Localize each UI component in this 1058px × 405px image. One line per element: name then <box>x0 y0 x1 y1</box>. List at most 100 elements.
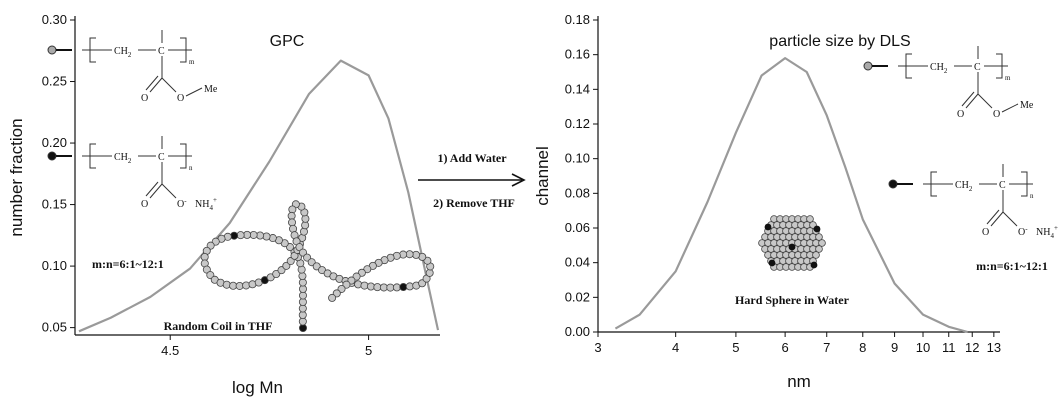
x-tick-label: 12 <box>965 340 979 355</box>
chem-superscript: - <box>184 197 187 205</box>
data-line <box>78 59 440 333</box>
chem-subscript: 2 <box>128 51 132 59</box>
y-tick-label: 0.16 <box>565 47 590 62</box>
x-tick-label: 4.5 <box>161 343 179 358</box>
chem-subscript: 2 <box>944 67 948 75</box>
coil-bead <box>328 293 337 302</box>
coil-bead <box>360 281 369 290</box>
bond <box>185 87 203 97</box>
repeat-index: n <box>189 164 193 172</box>
data-line <box>614 57 968 334</box>
process-arrow-head <box>511 173 526 187</box>
sphere-end <box>764 223 772 231</box>
y-tick-label: 0.00 <box>565 324 590 339</box>
y-tick-label: 0.15 <box>42 197 67 212</box>
process-step: 1) Add Water <box>437 151 507 165</box>
y-tick-label: 0.20 <box>42 135 67 150</box>
y-tick-label: 0.12 <box>565 116 590 131</box>
y-tick-label: 0.02 <box>565 289 590 304</box>
y-tick-label: 0.05 <box>42 320 67 335</box>
chem-atom: O <box>982 227 989 238</box>
ratio-label: m:n=6:1~12:1 <box>976 259 1048 273</box>
chem-subscript: 2 <box>128 157 132 165</box>
y-tick-label: 0.10 <box>565 151 590 166</box>
y-axis-title: channel <box>533 146 552 206</box>
coil-bead <box>354 280 363 289</box>
chem-end: Me <box>204 84 218 95</box>
sphere-bead <box>806 215 814 223</box>
chemical-structure: CH2 Cm O O Me <box>47 30 218 104</box>
coil-bead <box>357 268 366 277</box>
bond <box>961 91 975 107</box>
coil-bead <box>262 232 271 241</box>
bond <box>977 93 993 109</box>
x-axis-title: nm <box>787 372 811 391</box>
chemical-structure: CH2 CnO O- NH4+ <box>888 164 1058 240</box>
legend-marker <box>47 45 57 55</box>
chem-end: NH4+ <box>195 196 217 212</box>
coil-bead <box>299 227 308 236</box>
y-tick-label: 0.08 <box>565 185 590 200</box>
chem-text: NH <box>195 199 209 210</box>
chem-text: CH <box>114 152 128 163</box>
chem-atom: O <box>141 199 148 210</box>
chem-group: CH2 <box>930 62 948 75</box>
sphere-bead <box>818 239 826 247</box>
chem-group: CH2 <box>955 180 973 193</box>
bond <box>990 211 1004 227</box>
coil-bead <box>295 243 304 252</box>
legend-marker <box>863 61 873 71</box>
x-tick-label: 5 <box>365 343 372 358</box>
chem-atom: C <box>158 152 165 163</box>
bond <box>149 183 163 199</box>
x-tick-label: 5 <box>732 340 739 355</box>
morphology-label: Hard Sphere in Water <box>735 293 850 307</box>
coil-bead <box>242 281 251 290</box>
chem-text: NH <box>1036 227 1050 238</box>
chemical-structure: CH2 Cm O O Me <box>863 46 1034 120</box>
chem-end: Me <box>1020 100 1034 111</box>
coil-bead <box>297 265 306 274</box>
legend-marker <box>47 151 57 161</box>
chem-text: O <box>993 109 1000 120</box>
sphere-bead <box>815 233 823 241</box>
coil-bead <box>312 262 321 271</box>
chem-text: O <box>177 93 184 104</box>
y-tick-label: 0.25 <box>42 74 67 89</box>
ratio-label: m:n=6:1~12:1 <box>92 257 164 271</box>
chem-subscript: 4 <box>1050 232 1054 240</box>
sphere-bead <box>815 245 823 253</box>
chem-atom: O <box>993 109 1000 120</box>
x-tick-label: 10 <box>916 340 930 355</box>
bond <box>145 75 159 91</box>
sphere-end <box>768 259 776 267</box>
chem-text: O <box>1018 227 1025 238</box>
chem-subscript: 4 <box>209 204 213 212</box>
chart-title: GPC <box>270 33 305 50</box>
x-tick-label: 7 <box>823 340 830 355</box>
repeat-index: n <box>1030 192 1034 200</box>
x-tick-label: 3 <box>594 340 601 355</box>
process-step: 2) Remove THF <box>433 196 515 210</box>
chem-atom: C <box>999 180 1006 191</box>
chem-group: CH2 <box>114 152 132 165</box>
sphere-end <box>813 225 821 233</box>
y-tick-label: 0.18 <box>565 12 590 27</box>
chemical-structure: CH2 CnO O- NH4+ <box>47 136 217 212</box>
bond <box>965 93 979 109</box>
chem-subscript: 2 <box>969 185 973 193</box>
sphere-bead <box>812 251 820 259</box>
bond <box>1002 211 1018 227</box>
chem-superscript: - <box>1025 225 1028 233</box>
bond <box>161 77 177 93</box>
x-axis-title: log Mn <box>232 378 283 397</box>
y-tick-label: 0.14 <box>565 81 590 96</box>
bond <box>161 183 177 199</box>
y-tick-label: 0.04 <box>565 255 590 270</box>
chem-end: NH4+ <box>1036 224 1058 240</box>
x-tick-label: 11 <box>942 340 956 355</box>
chem-atom: O <box>141 93 148 104</box>
chem-text: CH <box>955 180 969 191</box>
bond <box>1001 103 1019 113</box>
coil-bead <box>230 231 239 240</box>
